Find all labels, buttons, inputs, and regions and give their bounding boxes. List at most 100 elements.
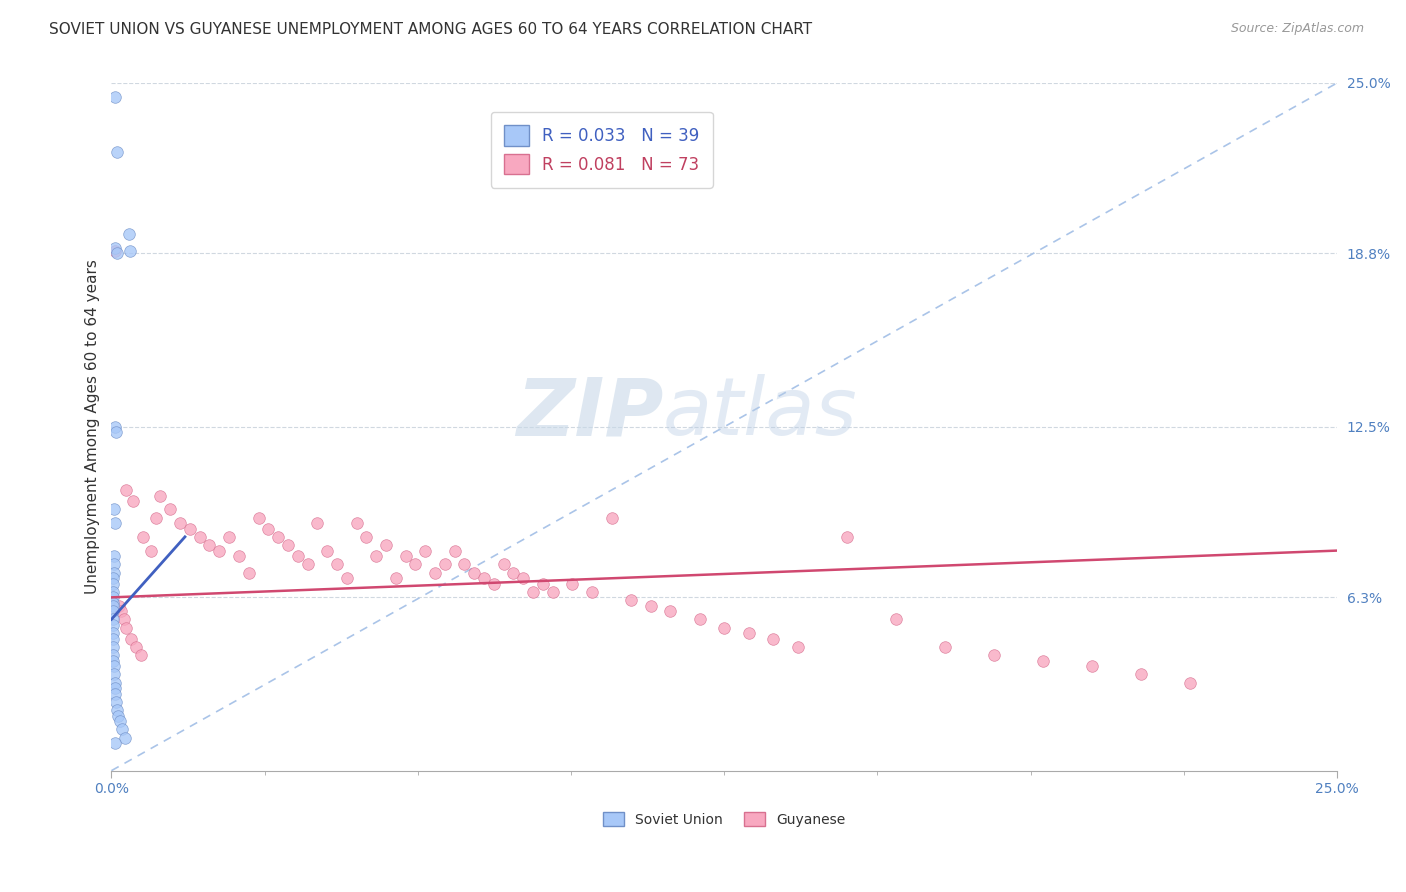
Text: Source: ZipAtlas.com: Source: ZipAtlas.com bbox=[1230, 22, 1364, 36]
Point bbox=[114, 731, 136, 745]
Point bbox=[115, 483, 138, 497]
Point bbox=[101, 626, 124, 640]
Point bbox=[267, 530, 290, 544]
Point bbox=[512, 571, 534, 585]
Point bbox=[336, 571, 359, 585]
Point bbox=[104, 675, 127, 690]
Legend: Soviet Union, Guyanese: Soviet Union, Guyanese bbox=[598, 806, 851, 832]
Point bbox=[453, 558, 475, 572]
Point bbox=[228, 549, 250, 563]
Point bbox=[581, 585, 603, 599]
Point bbox=[198, 538, 221, 552]
Point bbox=[117, 227, 139, 242]
Point bbox=[1178, 675, 1201, 690]
Point bbox=[103, 549, 125, 563]
Point bbox=[118, 244, 141, 258]
Point bbox=[188, 530, 211, 544]
Point bbox=[125, 640, 148, 654]
Point bbox=[139, 543, 162, 558]
Point bbox=[159, 502, 181, 516]
Point bbox=[101, 596, 124, 610]
Point bbox=[384, 571, 406, 585]
Point bbox=[561, 576, 583, 591]
Point bbox=[1081, 659, 1104, 673]
Point bbox=[522, 585, 544, 599]
Point bbox=[103, 502, 125, 516]
Point bbox=[120, 632, 142, 646]
Point bbox=[689, 612, 711, 626]
Point bbox=[107, 708, 129, 723]
Point bbox=[105, 145, 128, 159]
Point bbox=[101, 618, 124, 632]
Point bbox=[502, 566, 524, 580]
Point bbox=[307, 516, 329, 530]
Point bbox=[104, 244, 127, 258]
Point bbox=[105, 246, 128, 260]
Point bbox=[482, 576, 505, 591]
Point bbox=[218, 530, 240, 544]
Point bbox=[600, 510, 623, 524]
Point bbox=[104, 89, 127, 103]
Point bbox=[105, 703, 128, 717]
Point bbox=[101, 604, 124, 618]
Point bbox=[1130, 667, 1153, 681]
Point bbox=[356, 530, 378, 544]
Point bbox=[443, 543, 465, 558]
Point bbox=[103, 648, 125, 662]
Point bbox=[110, 714, 132, 728]
Point bbox=[103, 667, 125, 681]
Point bbox=[762, 632, 785, 646]
Point bbox=[112, 612, 135, 626]
Point bbox=[1032, 654, 1054, 668]
Point bbox=[122, 494, 145, 508]
Point bbox=[101, 599, 124, 613]
Point bbox=[103, 566, 125, 580]
Point bbox=[103, 640, 125, 654]
Point bbox=[541, 585, 564, 599]
Point bbox=[103, 571, 125, 585]
Point bbox=[132, 530, 155, 544]
Point bbox=[934, 640, 956, 654]
Point bbox=[433, 558, 456, 572]
Point bbox=[394, 549, 416, 563]
Point bbox=[104, 687, 127, 701]
Point bbox=[169, 516, 191, 530]
Point bbox=[110, 604, 132, 618]
Point bbox=[101, 632, 124, 646]
Point bbox=[375, 538, 398, 552]
Point bbox=[738, 626, 761, 640]
Point bbox=[326, 558, 349, 572]
Point bbox=[103, 558, 125, 572]
Point bbox=[423, 566, 446, 580]
Point bbox=[884, 612, 907, 626]
Point bbox=[620, 593, 643, 607]
Point bbox=[103, 591, 125, 605]
Point bbox=[103, 659, 125, 673]
Point bbox=[786, 640, 808, 654]
Point bbox=[297, 558, 319, 572]
Point bbox=[316, 543, 339, 558]
Point bbox=[983, 648, 1005, 662]
Point bbox=[346, 516, 368, 530]
Y-axis label: Unemployment Among Ages 60 to 64 years: Unemployment Among Ages 60 to 64 years bbox=[86, 260, 100, 594]
Text: SOVIET UNION VS GUYANESE UNEMPLOYMENT AMONG AGES 60 TO 64 YEARS CORRELATION CHAR: SOVIET UNION VS GUYANESE UNEMPLOYMENT AM… bbox=[49, 22, 813, 37]
Point bbox=[105, 695, 128, 709]
Point bbox=[404, 558, 426, 572]
Point bbox=[463, 566, 485, 580]
Point bbox=[208, 543, 231, 558]
Point bbox=[659, 604, 682, 618]
Point bbox=[104, 736, 127, 750]
Point bbox=[129, 648, 152, 662]
Point bbox=[179, 522, 201, 536]
Point bbox=[366, 549, 388, 563]
Point bbox=[413, 543, 436, 558]
Point bbox=[103, 585, 125, 599]
Point bbox=[835, 530, 858, 544]
Point bbox=[531, 576, 554, 591]
Point bbox=[287, 549, 309, 563]
Point bbox=[238, 566, 260, 580]
Point bbox=[103, 654, 125, 668]
Point bbox=[104, 419, 127, 434]
Point bbox=[104, 241, 127, 255]
Point bbox=[115, 621, 138, 635]
